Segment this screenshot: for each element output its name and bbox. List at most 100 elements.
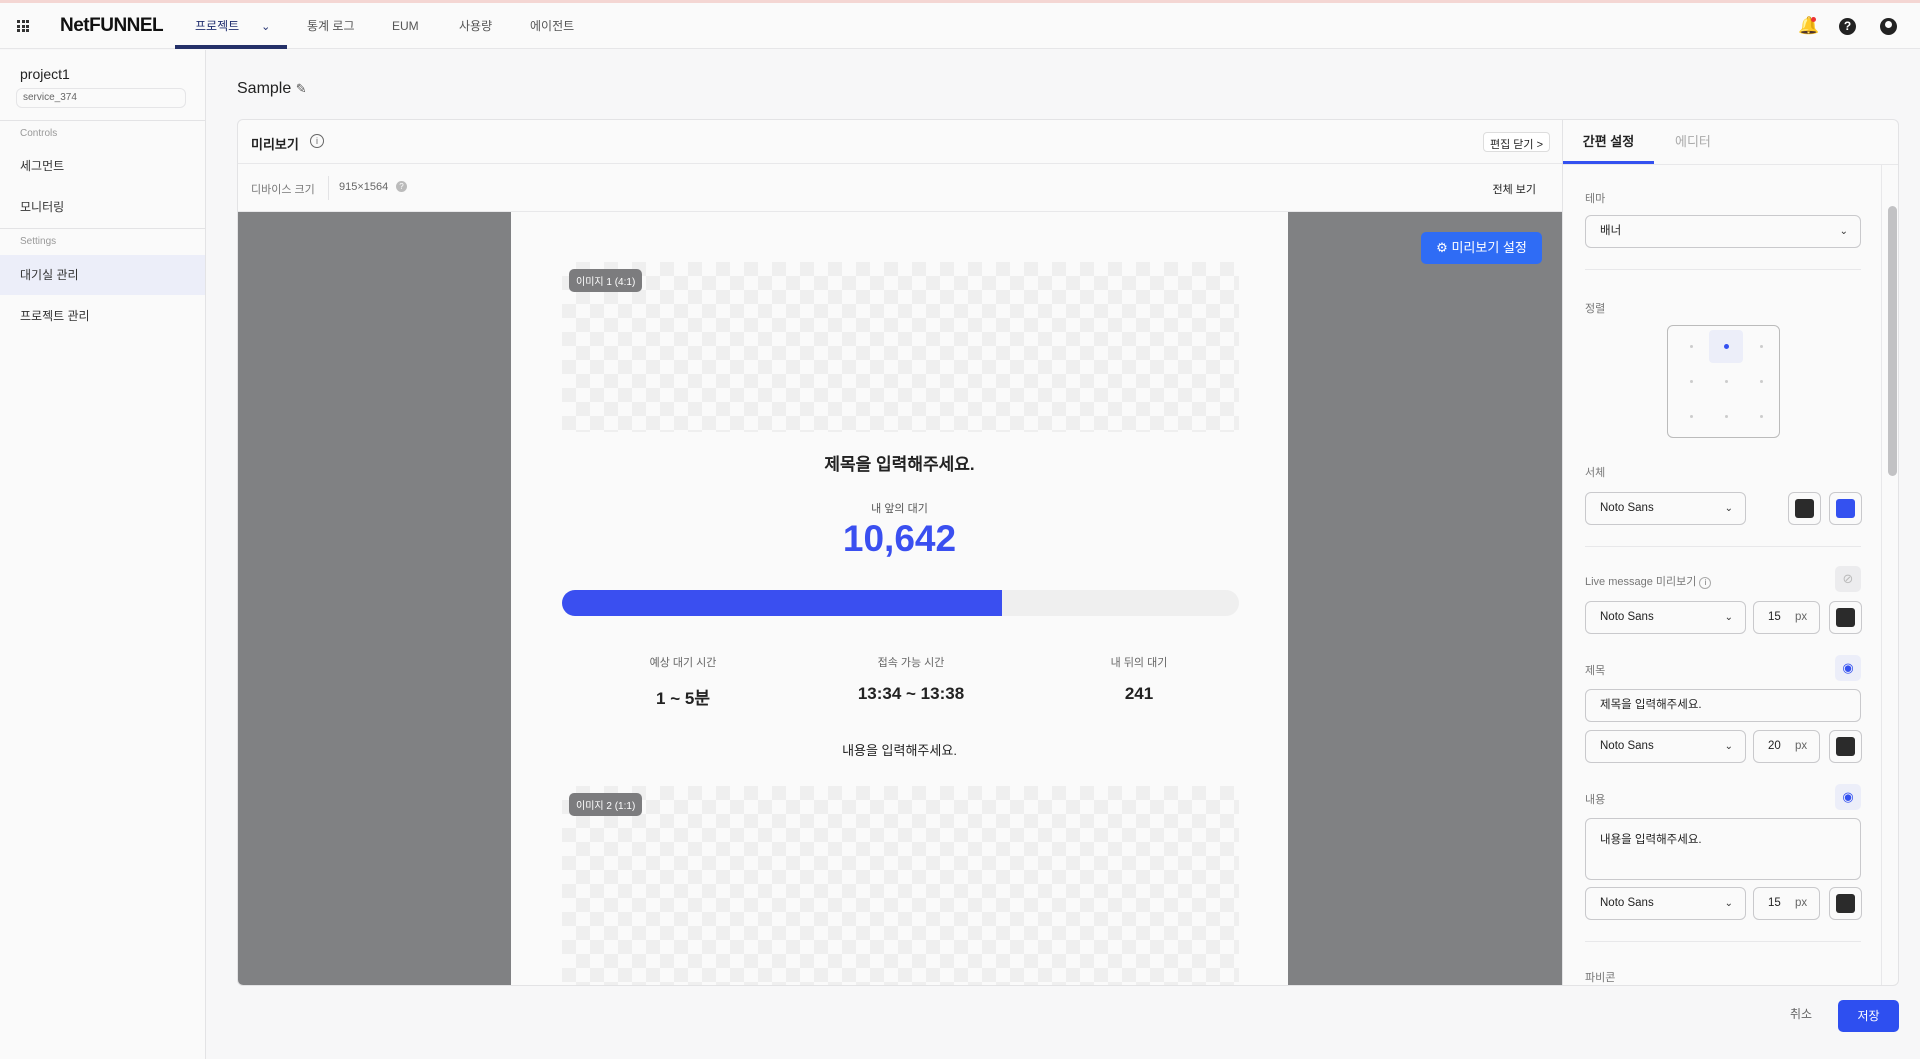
eye-icon[interactable]: ◉ <box>1835 655 1861 681</box>
align-cell-top-left[interactable] <box>1674 330 1708 363</box>
scrollbar-thumb[interactable] <box>1888 206 1897 476</box>
content-font-select[interactable]: Noto Sans ⌄ <box>1585 887 1746 920</box>
align-label: 정렬 <box>1585 303 1606 315</box>
align-cell-bottom-right[interactable] <box>1744 400 1778 433</box>
preview-settings-button[interactable]: ⚙ 미리보기 설정 <box>1421 232 1542 264</box>
theme-select[interactable]: 배너 ⌄ <box>1585 215 1861 248</box>
preview-body: 내용을 입력해주세요. <box>842 743 957 758</box>
nav-eum[interactable]: EUM <box>392 19 419 33</box>
align-dot <box>1689 345 1693 348</box>
divider <box>1585 269 1861 270</box>
sidebar-item-monitoring[interactable]: 모니터링 <box>20 200 65 214</box>
image-tag: 이미지 2 (1:1) <box>569 793 643 816</box>
align-cell-middle-left[interactable] <box>1674 365 1708 398</box>
size-value: 15 <box>1768 611 1781 623</box>
font-color-swatch[interactable] <box>1788 492 1821 525</box>
ahead-count: 10,642 <box>842 518 957 559</box>
nav-project-label: 프로젝트 <box>195 19 240 33</box>
preview-settings-label: 미리보기 설정 <box>1451 240 1527 255</box>
alignment-grid <box>1667 325 1780 438</box>
apps-grid-icon[interactable] <box>17 20 29 32</box>
section-controls: Controls <box>20 128 58 139</box>
sidebar-item-waiting-room[interactable]: 대기실 관리 <box>0 255 205 295</box>
sidebar-item-segment[interactable]: 세그먼트 <box>20 159 65 173</box>
bell-icon[interactable]: 🔔 <box>1798 16 1820 35</box>
nav-stats-log[interactable]: 통계 로그 <box>307 19 355 33</box>
content-label: 내용 <box>1585 794 1606 806</box>
page-title: Sample ✎ <box>237 80 307 98</box>
stat-label: 예상 대기 시간 <box>649 657 717 669</box>
content-textarea[interactable]: 내용을 입력해주세요. <box>1585 818 1861 880</box>
align-dot <box>1759 380 1763 383</box>
cancel-button[interactable]: 취소 <box>1790 1007 1813 1021</box>
stat-label: 내 뒤의 대기 <box>1110 657 1168 669</box>
divider <box>0 120 206 121</box>
image-placeholder-2[interactable]: 이미지 2 (1:1) <box>562 786 1239 985</box>
save-button[interactable]: 저장 <box>1838 1000 1899 1032</box>
logo[interactable]: NetFUNNEL <box>60 15 164 36</box>
gear-icon: ⚙ <box>1436 240 1448 255</box>
live-size-input[interactable]: 15 px <box>1753 601 1820 634</box>
theme-label: 테마 <box>1585 193 1606 205</box>
content-size-input[interactable]: 15 px <box>1753 887 1820 920</box>
preview-heading: 제목을 입력해주세요. <box>824 455 975 474</box>
settings-panel: 간편 설정 에디터 테마 배너 ⌄ 정렬 서체 Noto Sans ⌄ Live m… <box>1562 120 1898 985</box>
live-color-swatch[interactable] <box>1829 601 1862 634</box>
font-value: Noto Sans <box>1600 502 1654 514</box>
device-size[interactable]: 915×1564 <box>339 181 389 193</box>
font-select[interactable]: Noto Sans ⌄ <box>1585 492 1746 525</box>
info-icon[interactable]: i <box>310 134 324 148</box>
content-color-swatch[interactable] <box>1829 887 1862 920</box>
align-cell-top-right[interactable] <box>1744 330 1778 363</box>
size-value: 20 <box>1768 740 1781 752</box>
stat-value: 241 <box>1124 684 1154 703</box>
live-message-label-text: Live message 미리보기 <box>1585 576 1697 588</box>
eye-off-icon[interactable]: ⊘ <box>1835 566 1861 592</box>
unit-label: px <box>1795 740 1808 752</box>
align-cell-top-center[interactable] <box>1709 330 1743 363</box>
align-dot <box>1723 344 1729 349</box>
tab-editor[interactable]: 에디터 <box>1675 134 1711 149</box>
unit-label: px <box>1795 897 1808 909</box>
accent-color-swatch[interactable] <box>1829 492 1862 525</box>
edit-pencil-icon[interactable]: ✎ <box>295 81 307 96</box>
align-cell-bottom-left[interactable] <box>1674 400 1708 433</box>
chevron-down-icon: ⌄ <box>1724 741 1733 752</box>
align-cell-middle-center[interactable] <box>1709 365 1743 398</box>
chevron-down-icon: ⌄ <box>1724 898 1733 909</box>
align-dot <box>1759 345 1763 348</box>
help-icon[interactable]: ? <box>396 181 407 192</box>
preview-title: 미리보기 <box>251 137 299 152</box>
preview-device: 이미지 1 (4:1) 제목을 입력해주세요. 내 앞의 대기 10,642 예… <box>511 212 1288 985</box>
nav-project[interactable]: 프로젝트 ⌄ <box>175 3 287 49</box>
sidebar-item-project-manage[interactable]: 프로젝트 관리 <box>20 309 90 323</box>
live-font-select[interactable]: Noto Sans ⌄ <box>1585 601 1746 634</box>
theme-value: 배너 <box>1600 225 1622 237</box>
service-badge[interactable]: service_374 <box>16 88 186 108</box>
title-input[interactable]: 제목을 입력해주세요. <box>1585 689 1861 722</box>
font-label: 서체 <box>1585 467 1606 479</box>
tab-quick-settings[interactable]: 간편 설정 <box>1563 120 1654 164</box>
eye-icon[interactable]: ◉ <box>1835 784 1861 810</box>
nav-usage[interactable]: 사용량 <box>459 19 493 33</box>
title-color-swatch[interactable] <box>1829 730 1862 763</box>
account-icon[interactable] <box>1880 18 1897 35</box>
title-size-input[interactable]: 20 px <box>1753 730 1820 763</box>
section-settings: Settings <box>20 236 57 247</box>
help-icon[interactable]: ? <box>1839 18 1856 35</box>
align-dot <box>1724 380 1728 383</box>
image-placeholder-1[interactable]: 이미지 1 (4:1) <box>562 262 1239 432</box>
title-font-select[interactable]: Noto Sans ⌄ <box>1585 730 1746 763</box>
project-name: project1 <box>20 66 70 82</box>
content-font-value: Noto Sans <box>1600 897 1654 909</box>
editor-card: 미리보기 i 편집 닫기 > 디바이스 크기 915×1564 ? 전체 보기 … <box>237 119 1899 986</box>
info-icon[interactable]: i <box>1699 577 1712 589</box>
progress-bar <box>562 590 1239 616</box>
close-edit-button[interactable]: 편집 닫기 > <box>1482 132 1550 152</box>
align-cell-middle-right[interactable] <box>1744 365 1778 398</box>
align-cell-bottom-center[interactable] <box>1709 400 1743 433</box>
nav-agent[interactable]: 에이전트 <box>530 19 575 33</box>
top-nav: NetFUNNEL 프로젝트 ⌄ 통계 로그 EUM 사용량 에이전트 🔔 ? <box>0 3 1920 49</box>
full-view-button[interactable]: 전체 보기 <box>1492 184 1536 196</box>
unit-label: px <box>1795 611 1808 623</box>
